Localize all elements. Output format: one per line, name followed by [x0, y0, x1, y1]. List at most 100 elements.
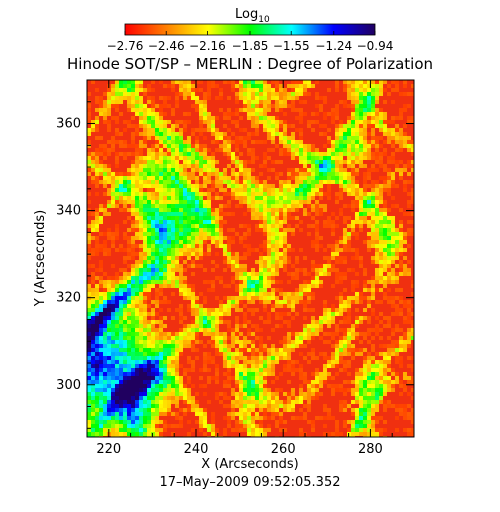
heatmap-cell: [347, 224, 351, 228]
heatmap-cell: [151, 408, 155, 412]
heatmap-cell: [399, 340, 403, 344]
heatmap-cell: [367, 380, 371, 384]
heatmap-cell: [191, 152, 195, 156]
heatmap-cell: [131, 144, 135, 148]
heatmap-cell: [127, 188, 131, 192]
heatmap-cell: [331, 172, 335, 176]
heatmap-cell: [367, 132, 371, 136]
heatmap-cell: [359, 320, 363, 324]
heatmap-cell: [135, 332, 139, 336]
heatmap-cell: [107, 236, 111, 240]
heatmap-cell: [151, 172, 155, 176]
heatmap-cell: [119, 412, 123, 416]
heatmap-cell: [351, 128, 355, 132]
heatmap-cell: [323, 308, 327, 312]
heatmap-cell: [163, 428, 167, 432]
heatmap-cell: [115, 108, 119, 112]
heatmap-cell: [319, 324, 323, 328]
heatmap-cell: [387, 356, 391, 360]
heatmap-cell: [275, 104, 279, 108]
heatmap-cell: [371, 388, 375, 392]
heatmap-cell: [359, 92, 363, 96]
heatmap-cell: [223, 416, 227, 420]
heatmap-cell: [351, 336, 355, 340]
heatmap-cell: [147, 252, 151, 256]
heatmap-cell: [95, 236, 99, 240]
heatmap-cell: [95, 120, 99, 124]
heatmap-cell: [95, 136, 99, 140]
heatmap-cell: [151, 364, 155, 368]
heatmap-cell: [367, 420, 371, 424]
heatmap-cell: [159, 220, 163, 224]
heatmap-cell: [231, 176, 235, 180]
heatmap-cell: [131, 100, 135, 104]
heatmap-cell: [339, 340, 343, 344]
heatmap-cell: [115, 320, 119, 324]
heatmap-cell: [127, 208, 131, 212]
heatmap-cell: [139, 124, 143, 128]
heatmap-cell: [203, 328, 207, 332]
heatmap-cell: [163, 404, 167, 408]
heatmap-cell: [383, 80, 387, 84]
heatmap-cell: [363, 84, 367, 88]
heatmap-cell: [99, 248, 103, 252]
heatmap-cell: [99, 268, 103, 272]
heatmap-cell: [303, 152, 307, 156]
heatmap-cell: [103, 340, 107, 344]
heatmap-cell: [179, 272, 183, 276]
heatmap-cell: [195, 356, 199, 360]
heatmap-cell: [87, 152, 91, 156]
heatmap-cell: [99, 172, 103, 176]
heatmap-cell: [139, 352, 143, 356]
heatmap-cell: [95, 220, 99, 224]
heatmap-cell: [299, 108, 303, 112]
heatmap-cell: [403, 248, 407, 252]
heatmap-cell: [215, 136, 219, 140]
heatmap-cell: [327, 384, 331, 388]
heatmap-cell: [343, 304, 347, 308]
heatmap-cell: [263, 96, 267, 100]
heatmap-cell: [147, 128, 151, 132]
heatmap-cell: [107, 292, 111, 296]
heatmap-cell: [103, 328, 107, 332]
heatmap-cell: [407, 120, 411, 124]
heatmap-cell: [231, 132, 235, 136]
heatmap-cell: [379, 232, 383, 236]
colorbar-tick-label: −2.16: [189, 39, 226, 53]
heatmap-cell: [379, 264, 383, 268]
heatmap-cell: [203, 320, 207, 324]
heatmap-cell: [267, 284, 271, 288]
heatmap-cell: [251, 176, 255, 180]
heatmap-cell: [95, 332, 99, 336]
heatmap-cell: [315, 152, 319, 156]
heatmap-cell: [135, 296, 139, 300]
heatmap-cell: [131, 108, 135, 112]
heatmap-cell: [307, 300, 311, 304]
heatmap-cell: [387, 316, 391, 320]
heatmap-cell: [235, 428, 239, 432]
heatmap-cell: [283, 144, 287, 148]
heatmap-cell: [263, 240, 267, 244]
heatmap-cell: [227, 204, 231, 208]
heatmap-cell: [163, 372, 167, 376]
heatmap-cell: [87, 384, 91, 388]
heatmap-cell: [207, 380, 211, 384]
heatmap-cell: [91, 156, 95, 160]
heatmap-cell: [359, 156, 363, 160]
heatmap-cell: [111, 352, 115, 356]
heatmap-cell: [111, 136, 115, 140]
heatmap-cell: [347, 236, 351, 240]
heatmap-cell: [275, 392, 279, 396]
heatmap-cell: [343, 180, 347, 184]
heatmap-cell: [191, 240, 195, 244]
heatmap-cell: [107, 368, 111, 372]
heatmap-cell: [151, 152, 155, 156]
heatmap-cell: [411, 320, 414, 324]
heatmap-cell: [211, 216, 215, 220]
heatmap-cell: [123, 176, 127, 180]
heatmap-cell: [119, 344, 123, 348]
heatmap-cell: [375, 148, 379, 152]
heatmap-cell: [103, 120, 107, 124]
heatmap-cell: [319, 108, 323, 112]
heatmap-cell: [91, 340, 95, 344]
